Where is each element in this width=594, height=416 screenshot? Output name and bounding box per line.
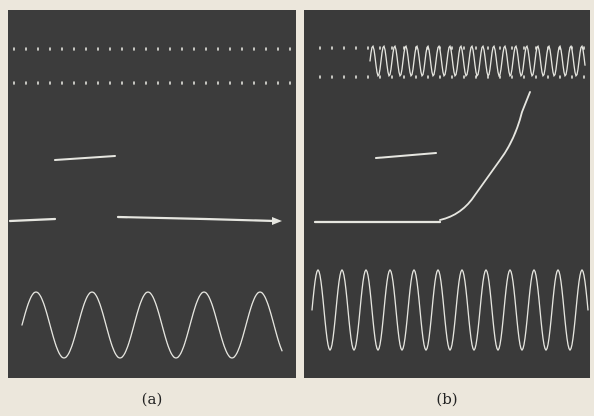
panel-label: (a) xyxy=(142,390,163,408)
sine-trace xyxy=(369,44,586,78)
pulse-trace xyxy=(375,152,437,159)
sine-trace xyxy=(311,268,589,352)
dot-trace xyxy=(13,47,291,51)
dot-trace xyxy=(13,81,291,85)
baseline-trace xyxy=(8,215,277,223)
dot-trace xyxy=(319,75,585,79)
scope-screen-a xyxy=(8,10,296,378)
pulse-trace xyxy=(54,155,116,161)
sine-trace xyxy=(21,291,283,359)
panel-label: (b) xyxy=(436,390,457,408)
ramp-trace xyxy=(439,91,531,221)
arrow xyxy=(272,217,282,225)
